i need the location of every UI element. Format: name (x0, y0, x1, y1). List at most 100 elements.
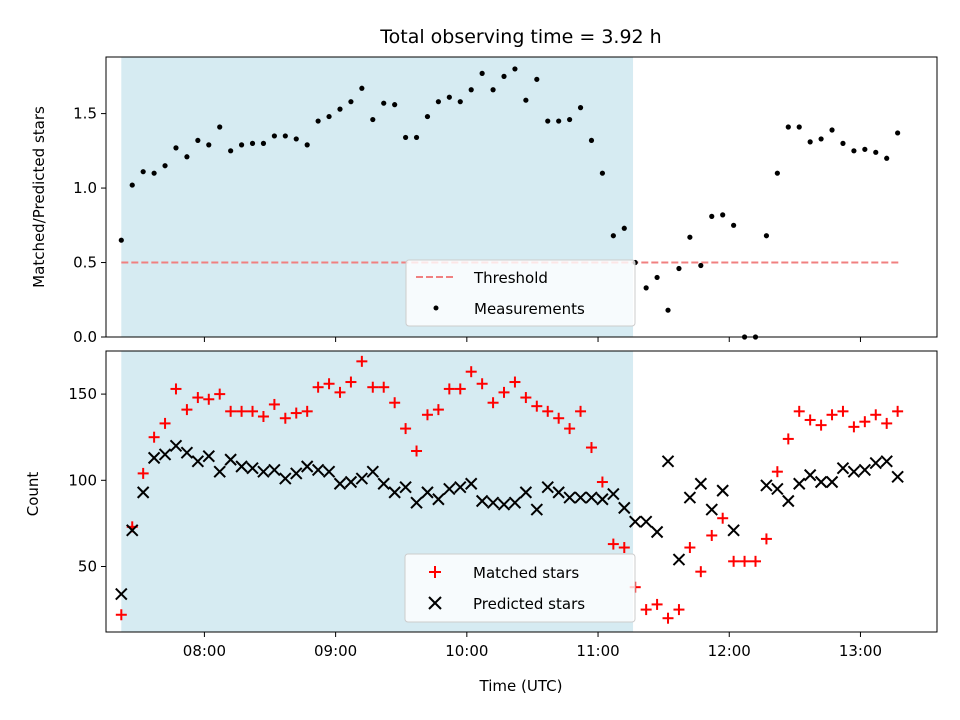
matched-star-point (596, 476, 608, 488)
measurement-point (873, 149, 879, 155)
measurement-point (676, 265, 682, 272)
predicted-star-point (814, 475, 828, 489)
matched-star-point (837, 405, 849, 417)
measurement-point (490, 87, 496, 93)
top-panel: 0.0 0.5 1.0 1.5 Matched/Predicted stars Thr… (30, 56, 938, 346)
matched-star-point (881, 417, 893, 429)
measurement-point (709, 213, 715, 219)
measurement-point (862, 146, 868, 152)
matched-star-point (214, 388, 226, 400)
measurement-point (195, 137, 201, 144)
measurement-point (818, 136, 824, 142)
measurement-point (151, 170, 157, 176)
matched-star-point (356, 355, 368, 367)
predicted-star-point (771, 482, 784, 496)
predicted-star-point (475, 494, 489, 508)
matched-star-point (411, 445, 423, 457)
measurement-point (304, 142, 310, 148)
matched-star-point (268, 398, 280, 410)
predicted-star-point (246, 462, 259, 475)
predicted-star-point (300, 460, 314, 473)
predicted-star-point (683, 491, 697, 504)
matched-star-point (870, 409, 882, 421)
measurement-point (457, 99, 463, 105)
predicted-star-point (290, 467, 303, 480)
predicted-star-point (388, 486, 401, 499)
measurement-point (348, 99, 354, 105)
bottom-x-tick-label: 08:00 (183, 642, 226, 660)
matched-star-point (159, 417, 171, 429)
predicted-star-point (650, 525, 664, 539)
measurement-point (599, 170, 606, 176)
predicted-star-point (782, 494, 795, 508)
predicted-star-point (618, 501, 631, 515)
matched-star-point (443, 383, 455, 395)
predicted-star-point (158, 448, 172, 461)
bottom-x-tick-label: 11:00 (576, 642, 619, 660)
predicted-star-point (825, 475, 839, 489)
measurement-point (763, 233, 770, 239)
matched-star-point (454, 383, 466, 395)
matched-star-point (432, 404, 444, 416)
matched-star-point (334, 386, 346, 398)
predicted-star-point (136, 486, 150, 499)
matched-star-point (323, 378, 335, 390)
predicted-star-point (180, 446, 194, 459)
measurement-point (315, 118, 321, 124)
matched-star-point (706, 529, 718, 541)
measurement-point (654, 274, 660, 281)
predicted-star-point (421, 486, 434, 499)
predicted-star-point (716, 484, 729, 497)
matched-star-point (378, 381, 390, 393)
matched-star-point (137, 467, 149, 479)
bottom-x-ticks: 08:00 09:00 10:00 11:00 12:00 13:00 (183, 632, 882, 660)
matched-star-point (465, 366, 477, 378)
bottom-y-ticks: 50 100 150 (68, 385, 106, 575)
predicted-star-point (541, 480, 554, 494)
measurement-point (720, 212, 726, 218)
measurement-point (731, 222, 737, 228)
measurement-point (337, 106, 343, 112)
matched-star-point (585, 442, 597, 454)
measurements-points (118, 66, 901, 340)
predicted-star-point (519, 486, 533, 499)
measurement-point (621, 225, 627, 231)
predicted-star-point (224, 453, 237, 466)
top-y-axis-label: Matched/Predicted stars (30, 106, 48, 288)
top-y-tick-label: 1.5 (73, 105, 97, 123)
measurement-point (424, 113, 431, 120)
matched-star-point (564, 423, 576, 435)
bottom-panel-frame (105, 350, 938, 633)
predicted-star-point (443, 482, 456, 496)
measurement-point (479, 70, 485, 76)
measurement-point (129, 182, 135, 188)
matched-star-point (782, 433, 794, 445)
measurement-point (413, 134, 420, 141)
matched-star-point (192, 392, 204, 404)
matched-star-point (618, 542, 630, 554)
predicted-star-point (213, 465, 226, 478)
predicted-star-point (268, 463, 281, 477)
predicted-star-point (672, 553, 686, 566)
matched-star-point (793, 405, 805, 417)
matched-star-point (684, 542, 696, 554)
matched-star-point (520, 392, 532, 404)
legend-threshold-label: Threshold (473, 269, 548, 287)
matched-star-point (301, 405, 313, 417)
matched-star-point (181, 404, 193, 416)
matched-star-point (826, 409, 838, 421)
top-legend-box (405, 259, 636, 327)
measurement-point (785, 124, 791, 130)
matched-star-point (279, 412, 291, 424)
matched-star-point (115, 609, 127, 621)
bottom-legend-box (404, 553, 636, 623)
predicted-star-point (891, 470, 904, 484)
matched-star-point (859, 416, 871, 428)
bottom-y-axis-label: Count (24, 472, 42, 517)
matched-star-point (607, 538, 619, 550)
top-x-ticks (203, 337, 861, 342)
matched-star-point (531, 400, 543, 412)
measurement-point (807, 139, 813, 145)
matched-star-point (815, 419, 827, 431)
predicted-star-point (847, 465, 861, 478)
